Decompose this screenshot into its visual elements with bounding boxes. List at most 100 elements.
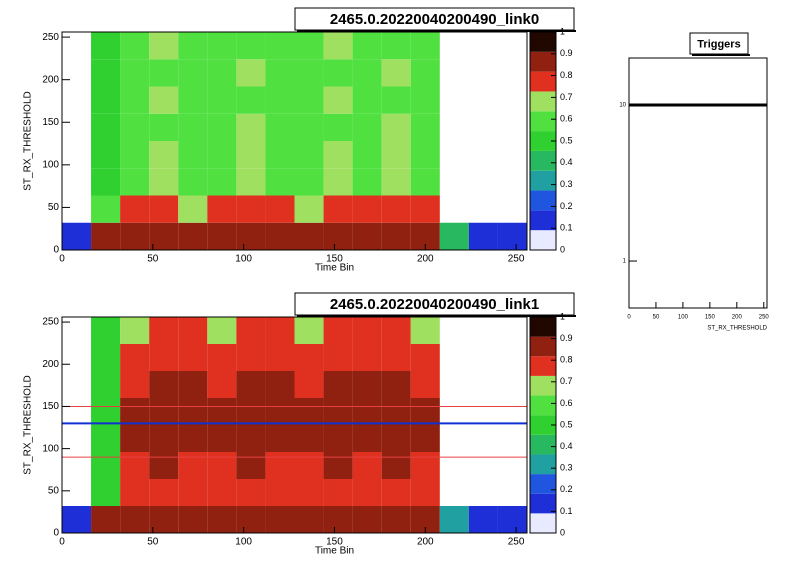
heatmap-cell [294, 506, 324, 533]
heatmap-cell [294, 168, 324, 196]
heatmap-cell [178, 398, 208, 425]
heatmap-cell [120, 141, 150, 169]
heatmap-cell [91, 317, 121, 344]
heatmap-cell [207, 317, 237, 344]
heatmap-cell [236, 168, 266, 196]
heatmap-cell [207, 59, 237, 87]
heatmap-cell [323, 317, 353, 344]
x-tick-label: 50 [147, 254, 159, 265]
heatmap-cell [149, 425, 179, 452]
heatmap-cell [352, 222, 382, 250]
colorbar-swatch [530, 51, 556, 72]
heatmap-cell [120, 506, 150, 533]
heatmap-cell [149, 398, 179, 425]
colorbar-label: 0.2 [560, 201, 573, 211]
heatmap-cell [381, 344, 411, 371]
heatmap-cell [91, 32, 121, 60]
heatmap-cell [323, 371, 353, 398]
heatmap-cell [265, 344, 295, 371]
heatmap-cell [149, 32, 179, 60]
heatmap-cell [352, 452, 382, 479]
colorbar-swatch [530, 190, 556, 211]
heatmap-cell [236, 344, 266, 371]
heatmap-cell [236, 317, 266, 344]
chart-title: 2465.0.20220040200490_link1 [330, 296, 539, 313]
colorbar-label: 0.4 [560, 157, 573, 167]
heatmap-cell [91, 344, 121, 371]
title-shadow [297, 30, 576, 32]
heatmap-cell [294, 195, 324, 223]
heatmap-cell [120, 317, 150, 344]
heatmap-cell [381, 479, 411, 506]
colorbar-label: 0.5 [560, 135, 573, 145]
colorbar-label: 0 [560, 244, 565, 254]
heatmap-cell [323, 425, 353, 452]
colorbar-label: 0.1 [560, 223, 573, 233]
heatmap-cell [120, 452, 150, 479]
x-tick-label: 150 [326, 537, 343, 548]
heatmap-cell [352, 506, 382, 533]
heatmap-cell [410, 425, 440, 452]
heatmap-cell [149, 86, 179, 114]
heatmap-cell [265, 86, 295, 114]
x-tick-label: 150 [326, 254, 343, 265]
heatmap-cell [410, 195, 440, 223]
heatmap-cell [120, 168, 150, 196]
y-tick-label: 200 [42, 74, 59, 85]
heatmap-cell [410, 32, 440, 60]
heatmap-cell [323, 168, 353, 196]
colorbar-swatch [530, 170, 556, 191]
heatmap-cell [178, 479, 208, 506]
heatmap-cell [236, 398, 266, 425]
heatmap-cell [352, 141, 382, 169]
colorbar-label: 0.7 [560, 376, 573, 386]
heatmap-cell [91, 425, 121, 452]
heatmap-cell [236, 425, 266, 452]
heatmap-cell [120, 222, 150, 250]
heatmap-cell [207, 222, 237, 250]
heatmap-cell [236, 141, 266, 169]
heatmap-cell [323, 222, 353, 250]
heatmap-cell [207, 195, 237, 223]
colorbar-swatch [530, 71, 556, 92]
colorbar-label: 1 [560, 311, 565, 321]
heatmap-cell [410, 113, 440, 141]
colorbar-swatch [530, 375, 556, 396]
heatmap-cell [352, 195, 382, 223]
heatmap-cell [439, 222, 469, 250]
heatmap-cell [294, 141, 324, 169]
chart-title: 2465.0.20220040200490_link0 [330, 11, 539, 28]
heatmap-cell [236, 32, 266, 60]
heatmap-cell [178, 86, 208, 114]
colorbar-label: 0.8 [560, 70, 573, 80]
heatmap-cell [468, 222, 498, 250]
x-axis-label: ST_RX_THRESHOLD [707, 326, 767, 332]
heatmap-cell [294, 317, 324, 344]
heatmap-cell [120, 86, 150, 114]
heatmap-cell [410, 168, 440, 196]
heatmap-cell [265, 141, 295, 169]
heatmap-cell [265, 113, 295, 141]
colorbar-label: 0.3 [560, 463, 573, 473]
heatmap-cell [149, 317, 179, 344]
heatmap-cell [410, 86, 440, 114]
heatmap-cell [178, 506, 208, 533]
x-tick-label: 250 [508, 254, 525, 265]
heatmap-cell [91, 195, 121, 223]
heatmap-cell [294, 32, 324, 60]
heatmap-cell [294, 425, 324, 452]
heatmap-cell [91, 506, 121, 533]
heatmap-cell [352, 425, 382, 452]
heatmap-cell [265, 195, 295, 223]
heatmap-cell [323, 59, 353, 87]
heatmap-cell [178, 168, 208, 196]
heatmap-cell [120, 59, 150, 87]
heatmap-cell [149, 141, 179, 169]
heatmap-cell [149, 59, 179, 87]
heatmap-cell [265, 168, 295, 196]
y-axis-label: ST_RX_THRESHOLD [23, 375, 34, 474]
heatmap-cell [294, 371, 324, 398]
heatmap-cell [294, 59, 324, 87]
heatmap-cell [381, 452, 411, 479]
heatmap-cell [178, 141, 208, 169]
